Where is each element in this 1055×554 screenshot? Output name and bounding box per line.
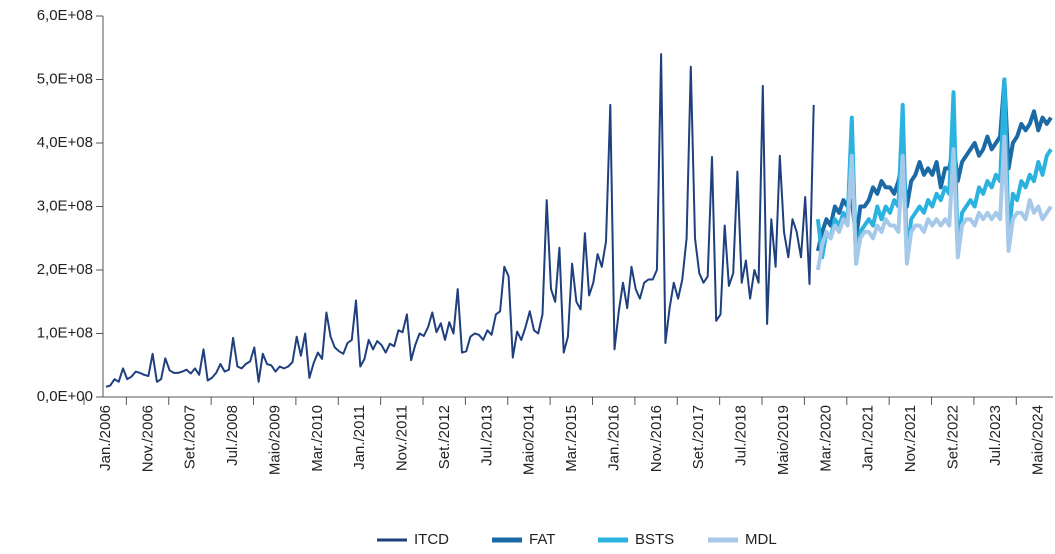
x-tick-label: Jul./2008 <box>224 405 241 466</box>
legend-label: BSTS <box>635 531 674 548</box>
x-tick-label: Jan./2021 <box>860 405 877 471</box>
x-tick-label: Set./2012 <box>436 405 453 469</box>
x-tick-label: Mar./2010 <box>309 405 326 472</box>
x-tick-label: Mar./2015 <box>563 405 580 472</box>
x-tick-label: Nov./2016 <box>648 405 665 472</box>
x-tick-label: Maio/2009 <box>266 405 283 475</box>
y-tick-label: 6,0E+08 <box>37 7 93 24</box>
y-tick-label: 3,0E+08 <box>37 197 93 214</box>
x-tick-label: Jul./2023 <box>987 405 1004 466</box>
x-tick-label: Jan./2016 <box>605 405 622 471</box>
x-tick-label: Set./2022 <box>945 405 962 469</box>
x-tick-label: Mar./2020 <box>817 405 834 472</box>
y-tick-label: 2,0E+08 <box>37 261 93 278</box>
x-tick-label: Jul./2018 <box>733 405 750 466</box>
x-tick-label: Maio/2024 <box>1029 405 1046 475</box>
x-tick-label: Nov./2011 <box>394 405 411 471</box>
x-tick-label: Jan./2006 <box>97 405 114 471</box>
y-tick-label: 4,0E+08 <box>37 134 93 151</box>
x-tick-label: Maio/2019 <box>775 405 792 475</box>
x-tick-label: Nov./2021 <box>902 405 919 472</box>
series-line <box>815 134 1053 271</box>
x-tick-label: Nov./2006 <box>139 405 156 472</box>
legend-label: MDL <box>745 531 777 548</box>
y-tick-label: 1,0E+08 <box>37 324 93 341</box>
x-tick-label: Jul./2013 <box>478 405 495 466</box>
x-tick-label: Set./2007 <box>182 405 199 469</box>
legend-label: ITCD <box>414 531 449 548</box>
x-tick-label: Maio/2014 <box>521 405 538 475</box>
y-tick-label: 0,0E+00 <box>37 388 93 405</box>
y-tick-label: 5,0E+08 <box>37 70 93 87</box>
series-line <box>105 53 815 388</box>
legend-label: FAT <box>529 531 555 548</box>
x-tick-label: Jan./2011 <box>351 405 368 470</box>
x-tick-label: Set./2017 <box>690 405 707 469</box>
